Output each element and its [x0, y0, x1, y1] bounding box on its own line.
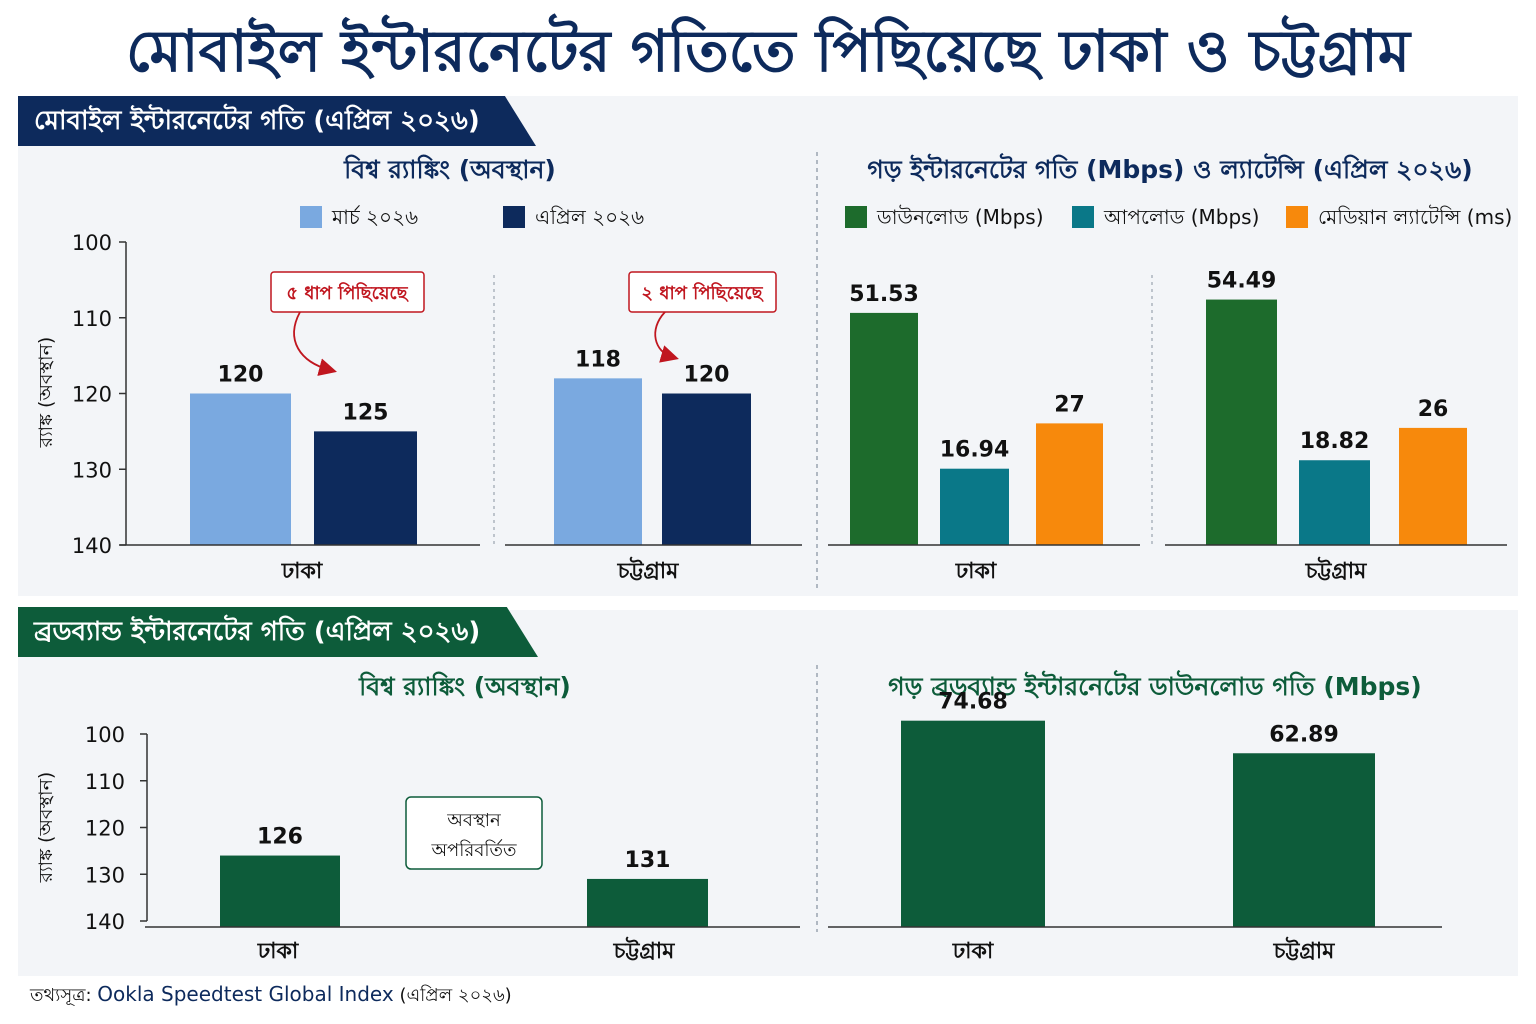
legend-march-label: মার্চ ২০২৬	[332, 205, 419, 229]
mobile-ranking-tick-label: 110	[72, 307, 112, 331]
bar-upload-dhaka-label: 16.94	[940, 438, 1010, 463]
bar-upload-ctg	[1299, 460, 1370, 545]
bar-download-dhaka-label: 51.53	[849, 282, 919, 307]
mobile-ranking-title: বিশ্ব র‍্যাঙ্কিং (অবস্থান)	[344, 155, 556, 184]
bar-broadband-speed-ctg-label: 62.89	[1269, 722, 1339, 747]
mobile-speed-title: গড় ইন্টারনেটের গতি (Mbps) ও ল্যাটেন্সি …	[867, 155, 1473, 184]
page-title: মোবাইল ইন্টারনেটের গতিতে পিছিয়েছে ঢাকা …	[125, 17, 1411, 85]
bar-broadband-speed-ctg	[1233, 753, 1375, 927]
broadband-speed-cat-dhaka: ঢাকা	[952, 939, 995, 964]
bar-broadband-rank-ctg	[587, 878, 708, 927]
bar-broadband-speed-dhaka	[901, 720, 1045, 927]
bar-upload-dhaka	[940, 468, 1009, 545]
bar-march-dhaka	[190, 393, 291, 545]
source-label: তথ্যসূত্র:	[30, 985, 92, 1006]
broadband-ranking-tick-label: 140	[85, 910, 125, 934]
annotation-arrow-ctg	[654, 311, 679, 363]
mobile-ranking-cat-dhaka: ঢাকা	[281, 559, 324, 584]
bar-march-ctg-label: 118	[575, 347, 621, 372]
mobile-ranking-tick-label: 120	[72, 383, 112, 407]
broadband-ranking-tick-label: 110	[85, 770, 125, 794]
broadband-section-banner: ব্রডব্যান্ড ইন্টারনেটের গতি (এপ্রিল ২০২৬…	[18, 607, 538, 657]
source-name: Ookla Speedtest Global Index	[97, 982, 394, 1006]
legend-upload-swatch	[1072, 206, 1094, 228]
bar-download-ctg-label: 54.49	[1207, 269, 1277, 294]
annotation-box-dhaka	[270, 271, 425, 313]
mobile-ranking-tick-label: 130	[72, 458, 112, 482]
broadband-ranking-ylabel: র‍্যাঙ্ক (অবস্থান)	[35, 772, 57, 884]
mobile-section-banner: মোবাইল ইন্টারনেটের গতি (এপ্রিল ২০২৬)	[18, 96, 536, 146]
legend-april: এপ্রিল ২০২৬	[503, 205, 644, 229]
mobile-ranking-ylabel: র‍্যাঙ্ক (অবস্থান)	[35, 337, 57, 449]
legend-download-label: ডাউনলোড (Mbps)	[877, 205, 1044, 229]
legend-april-swatch	[503, 206, 525, 228]
bar-latency-ctg	[1399, 427, 1467, 545]
mobile-speed-cat-ctg: চট্টগ্রাম	[1305, 556, 1368, 584]
broadband-ranking-tick-label: 120	[85, 817, 125, 841]
legend-download: ডাউনলোড (Mbps)	[845, 205, 1044, 229]
annotation-unchanged-line2: অপরিবর্তিত	[430, 839, 517, 861]
broadband-ranking-tick-label: 100	[85, 723, 125, 747]
broadband-ranking-tick-label: 130	[85, 863, 125, 887]
legend-latency: মেডিয়ান ল্যাটেন্সি (ms)	[1286, 205, 1512, 229]
bar-upload-ctg-label: 18.82	[1300, 429, 1370, 454]
bar-april-dhaka-label: 125	[343, 400, 389, 425]
bar-download-dhaka	[850, 312, 918, 545]
bar-broadband-rank-dhaka	[220, 855, 340, 927]
bar-download-ctg	[1206, 299, 1277, 545]
broadband-ranking-cat-dhaka: ঢাকা	[257, 939, 300, 964]
annotation-box-ctg	[628, 271, 777, 313]
source-line: তথ্যসূত্র: Ookla Speedtest Global Index …	[30, 980, 512, 1010]
mobile-ranking-tick-label: 140	[72, 534, 112, 558]
mobile-speed-bars: 51.53 16.94 27 54.49 18.82 26	[849, 269, 1467, 545]
legend-download-swatch	[845, 206, 867, 228]
annotation-unchanged-line1: অবস্থান	[446, 810, 501, 831]
legend-latency-swatch	[1286, 206, 1308, 228]
bar-broadband-rank-dhaka-label: 126	[257, 825, 303, 850]
mobile-ranking-cat-ctg: চট্টগ্রাম	[617, 556, 680, 584]
bar-march-dhaka-label: 120	[218, 363, 264, 388]
broadband-ranking-title: বিশ্ব র‍্যাঙ্কিং (অবস্থান)	[359, 672, 571, 701]
broadband-speed-title: গড় ব্রডব্যান্ড ইন্টারনেটের ডাউনলোড গতি …	[888, 672, 1422, 701]
mobile-ranking-tick-label: 100	[72, 231, 112, 255]
legend-upload-label: আপলোড (Mbps)	[1104, 205, 1260, 229]
bar-april-ctg-label: 120	[684, 363, 730, 388]
mobile-ranking-bars: 120 125 118 120	[190, 347, 751, 545]
bar-latency-dhaka-label: 27	[1054, 392, 1085, 417]
source-date: (এপ্রিল ২০২৬)	[399, 985, 512, 1006]
mobile-speed-cat-dhaka: ঢাকা	[955, 559, 998, 584]
annotation-box-unchanged	[405, 796, 543, 870]
bar-broadband-rank-ctg-label: 131	[625, 848, 671, 873]
broadband-ranking-axis: 100 110 120 130 140	[85, 723, 148, 934]
bar-april-ctg	[662, 393, 751, 545]
legend-upload: আপলোড (Mbps)	[1072, 205, 1259, 229]
bar-broadband-speed-dhaka-label: 74.68	[938, 690, 1008, 715]
legend-march: মার্চ ২০২৬	[300, 205, 418, 229]
annotation-arrow-dhaka	[293, 311, 337, 376]
annotation-dhaka: ৫ ধাপ পিছিয়েছে	[286, 282, 409, 304]
broadband-speed-cat-ctg: চট্টগ্রাম	[1273, 936, 1336, 964]
mobile-ranking-axis: 100 110 120 130 140	[72, 231, 127, 558]
bar-march-ctg	[554, 378, 642, 545]
broadband-ranking-cat-ctg: চট্টগ্রাম	[613, 936, 676, 964]
annotation-ctg: ২ ধাপ পিছিয়েছে	[641, 282, 764, 304]
bar-latency-ctg-label: 26	[1418, 397, 1449, 422]
broadband-speed-bars: 74.68 62.89	[901, 690, 1375, 927]
legend-march-swatch	[300, 206, 322, 228]
legend-latency-label: মেডিয়ান ল্যাটেন্সি (ms)	[1318, 205, 1513, 229]
legend-april-label: এপ্রিল ২০২৬	[535, 205, 645, 229]
broadband-ranking-bars: 126 131	[220, 825, 708, 927]
bar-latency-dhaka	[1036, 423, 1103, 545]
bar-april-dhaka	[314, 431, 417, 545]
